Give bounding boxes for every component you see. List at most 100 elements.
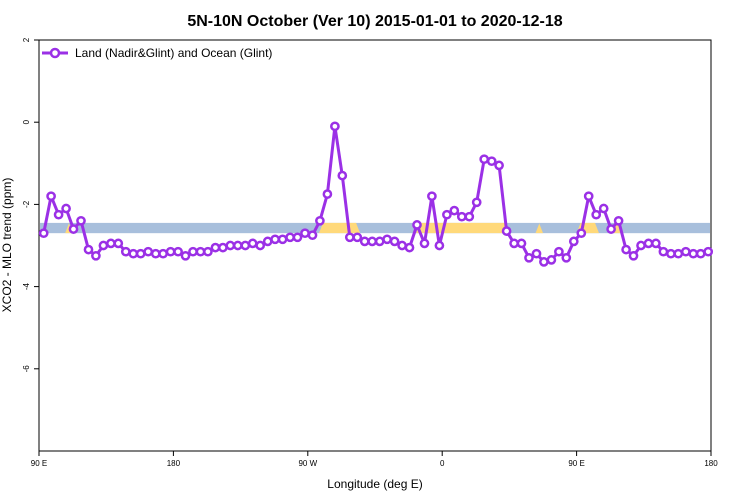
data-point <box>606 224 616 234</box>
data-point <box>143 246 154 257</box>
data-point <box>352 232 363 243</box>
y-tick-label: -4 <box>22 282 31 290</box>
data-point <box>479 154 490 165</box>
data-point <box>583 191 594 202</box>
data-point <box>598 203 609 214</box>
plot-frame <box>38 39 712 452</box>
data-point <box>561 252 572 263</box>
data-point <box>218 242 228 253</box>
data-point <box>442 209 452 220</box>
data-point <box>307 230 318 241</box>
data-point <box>150 248 161 259</box>
data-point <box>113 238 124 249</box>
data-point <box>486 156 497 167</box>
band-rect <box>40 222 710 234</box>
data-point <box>120 246 131 257</box>
data-point <box>300 228 310 239</box>
data-point <box>382 234 392 245</box>
band-overlay <box>535 222 543 234</box>
data-point <box>46 191 56 202</box>
y-tick-label: 2 <box>22 37 31 42</box>
legend: Land (Nadir&Glint) and Ocean (Glint) <box>42 46 272 60</box>
data-point <box>315 215 325 226</box>
data-point <box>337 170 348 181</box>
data-point <box>232 240 243 251</box>
data-point <box>135 248 146 259</box>
legend-marker <box>49 47 61 59</box>
data-point <box>427 191 437 202</box>
data-point <box>247 238 258 249</box>
data-point <box>643 238 654 249</box>
data-point <box>688 248 699 259</box>
axes: 90 E 180 90 W 0 90 E 180 2 0 -2 -4 -6 <box>22 37 718 468</box>
legend-label: Land (Nadir&Glint) and Ocean (Glint) <box>75 46 272 60</box>
data-point <box>651 238 661 249</box>
data-point <box>344 232 355 243</box>
data-point <box>277 234 288 245</box>
data-point <box>695 248 706 259</box>
data-point <box>53 209 64 220</box>
data-point <box>464 211 475 222</box>
data-point <box>195 246 206 257</box>
data-point <box>374 236 385 247</box>
data-point <box>91 250 101 261</box>
data-point <box>188 246 198 257</box>
data-point <box>621 244 631 255</box>
data-point <box>680 246 691 257</box>
data-point <box>210 242 221 253</box>
data-point <box>322 189 333 199</box>
chart-title: 5N-10N October (Ver 10) 2015-01-01 to 20… <box>187 13 562 30</box>
data-point <box>76 215 86 226</box>
data-point <box>240 240 251 251</box>
band-overlay <box>416 222 510 234</box>
data-point <box>419 238 430 249</box>
data-point <box>501 226 512 236</box>
data-point <box>591 209 602 220</box>
data-point <box>703 246 714 257</box>
data-point <box>509 238 519 249</box>
data-point <box>158 248 168 259</box>
data-point <box>516 238 527 249</box>
band-overlay <box>319 222 361 234</box>
data-point <box>292 232 303 243</box>
data-point <box>576 228 587 239</box>
data-point <box>636 240 646 251</box>
y-tick-label: 0 <box>22 119 31 124</box>
data-point <box>68 224 79 234</box>
x-axis-label: Longitude (deg E) <box>327 477 422 491</box>
data-point <box>456 211 467 222</box>
data-point <box>568 236 579 247</box>
data-point <box>554 246 564 257</box>
data-point <box>255 240 266 251</box>
data-point <box>98 240 109 251</box>
x-tick-label: 180 <box>167 459 181 468</box>
data-point <box>38 228 49 239</box>
data-point <box>524 252 534 263</box>
data-point <box>471 197 482 208</box>
series-layer <box>38 121 714 267</box>
data-point <box>173 246 183 257</box>
data-point <box>262 236 273 247</box>
data-point <box>180 250 191 261</box>
x-tick-label: 90 E <box>568 459 584 468</box>
data-point <box>106 238 116 249</box>
data-point <box>404 242 415 253</box>
data-point <box>367 236 378 247</box>
data-point <box>628 250 639 261</box>
data-point <box>412 220 422 230</box>
y-tick-label: -2 <box>22 200 31 208</box>
y-tick-label: -6 <box>22 365 31 373</box>
data-point <box>539 257 549 267</box>
data-point <box>666 248 676 259</box>
data-point <box>83 244 94 255</box>
x-tick-label: 0 <box>440 459 445 468</box>
data-point <box>397 240 407 251</box>
data-point <box>225 240 236 251</box>
data-point <box>270 234 280 245</box>
data-point <box>165 246 176 257</box>
data-point <box>128 248 139 259</box>
data-point <box>673 248 684 259</box>
data-point <box>658 246 669 257</box>
data-point <box>61 203 71 214</box>
